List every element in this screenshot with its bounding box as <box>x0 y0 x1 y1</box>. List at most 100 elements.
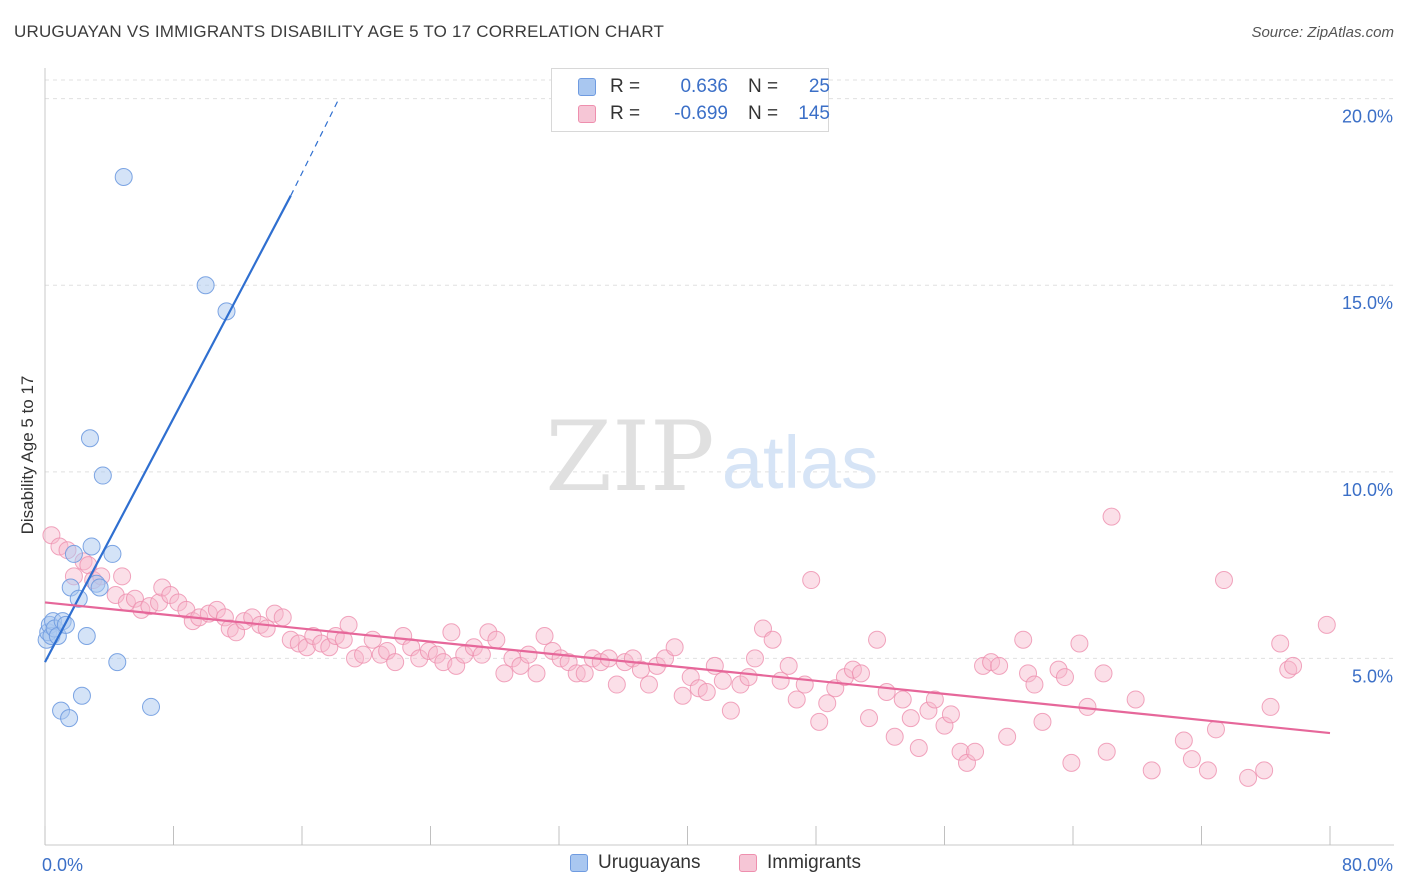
immigrants-point <box>113 567 132 586</box>
immigrants-point <box>1070 634 1089 653</box>
immigrants-point <box>893 690 912 709</box>
n-value: 145 <box>798 103 830 124</box>
legend-item-immigrants: Immigrants <box>739 852 861 874</box>
immigrants-point <box>721 701 740 720</box>
y-tick-label: 20.0% <box>1342 107 1393 127</box>
tick-labels: 5.0% 10.0% 15.0% 20.0% 0.0% 80.0% <box>42 107 1393 875</box>
uruguayans-point <box>64 544 83 563</box>
n-label: N = <box>748 76 779 97</box>
immigrants-point <box>810 712 829 731</box>
legend-row-uruguayans: R = 0.636 N = 25 <box>578 75 830 99</box>
immigrants-point <box>455 645 474 664</box>
immigrants-point <box>998 727 1017 746</box>
immigrants-point <box>1102 507 1121 526</box>
uruguayans-swatch <box>578 78 596 96</box>
watermark-atlas: atlas <box>722 421 878 504</box>
immigrants-point <box>106 585 125 604</box>
immigrants-point <box>273 608 292 627</box>
immigrants-point <box>885 727 904 746</box>
immigrants-point <box>575 664 594 683</box>
uruguayans-trend-extension <box>290 98 340 196</box>
legend-label-uruguayans: Uruguayans <box>598 852 701 873</box>
x-tick-label: 0.0% <box>42 855 83 875</box>
immigrants-point <box>990 656 1009 675</box>
immigrants-point <box>909 738 928 757</box>
immigrants-point <box>673 686 692 705</box>
r-label: R = <box>610 103 641 124</box>
source-label: Source: ZipAtlas.com <box>1251 24 1394 41</box>
y-tick-label: 10.0% <box>1342 480 1393 500</box>
correlation-legend: R = 0.636 N = 25 R = -0.699 N = 145 <box>551 68 830 132</box>
uruguayans-point <box>196 276 215 295</box>
immigrants-point <box>771 671 790 690</box>
immigrants-point <box>140 597 159 616</box>
immigrants-point <box>339 615 358 634</box>
immigrants-point <box>941 705 960 724</box>
immigrants-point <box>363 630 382 649</box>
uruguayans-point <box>77 627 96 646</box>
legend-label-immigrants: Immigrants <box>767 852 861 873</box>
y-tick-label: 15.0% <box>1342 293 1393 313</box>
immigrants-point <box>1214 571 1233 590</box>
r-value: 0.636 <box>680 76 728 97</box>
immigrants-point <box>150 593 169 612</box>
legend-row-immigrants: R = -0.699 N = 145 <box>578 102 830 126</box>
immigrants-point <box>1206 720 1225 739</box>
immigrants-point <box>472 645 491 664</box>
immigrants-point <box>818 694 837 713</box>
uruguayans-point <box>93 466 112 485</box>
r-value: -0.699 <box>674 103 728 124</box>
immigrants-point <box>1255 761 1274 780</box>
axes <box>44 68 1394 846</box>
uruguayans-point <box>80 429 99 448</box>
immigrants-point <box>877 683 896 701</box>
uruguayans-point <box>103 544 122 563</box>
immigrants-point <box>787 690 806 709</box>
immigrants-point <box>527 664 546 683</box>
immigrants-point <box>763 630 782 649</box>
immigrants-trend-line <box>44 601 1331 735</box>
immigrants-point <box>1279 660 1298 679</box>
immigrants-point <box>1025 675 1044 694</box>
immigrants-point <box>1317 615 1336 634</box>
uruguayans-point <box>142 697 161 716</box>
immigrants-point <box>519 645 538 664</box>
legend-item-uruguayans: Uruguayans <box>570 852 700 874</box>
r-label: R = <box>610 76 641 97</box>
uruguayans-series <box>37 168 236 728</box>
immigrants-point <box>410 649 429 668</box>
immigrants-point <box>779 656 798 675</box>
immigrants-point <box>354 645 373 664</box>
immigrants-point <box>919 701 938 720</box>
immigrants-point <box>1239 768 1258 787</box>
immigrants-point <box>860 709 879 728</box>
immigrants-point <box>745 649 764 668</box>
immigrants-point <box>1198 761 1217 780</box>
immigrants-point <box>639 675 658 694</box>
uruguayans-swatch <box>570 854 588 872</box>
gridlines <box>45 79 1394 659</box>
immigrants-point <box>442 623 461 642</box>
uruguayans-point <box>82 537 101 556</box>
immigrants-point <box>697 683 716 701</box>
immigrants-point <box>257 619 276 638</box>
immigrants-point <box>1019 664 1038 683</box>
immigrants-point <box>1182 750 1201 769</box>
series-legend: Uruguayans Immigrants <box>0 852 1406 876</box>
immigrants-point <box>1126 690 1145 709</box>
immigrants-point <box>386 653 405 672</box>
immigrants-series <box>42 507 1336 787</box>
uruguayans-point <box>72 686 91 705</box>
immigrants-point <box>1033 712 1052 731</box>
watermark-zip: ZIP <box>545 401 714 513</box>
watermark: ZIP atlas <box>545 401 878 513</box>
y-tick-label: 5.0% <box>1352 666 1393 686</box>
immigrants-point <box>739 668 758 687</box>
immigrants-point <box>851 664 870 683</box>
uruguayans-point <box>114 168 133 187</box>
immigrants-point <box>802 571 821 590</box>
immigrants-point <box>713 671 732 690</box>
n-label: N = <box>748 103 779 124</box>
immigrants-point <box>1094 664 1113 683</box>
